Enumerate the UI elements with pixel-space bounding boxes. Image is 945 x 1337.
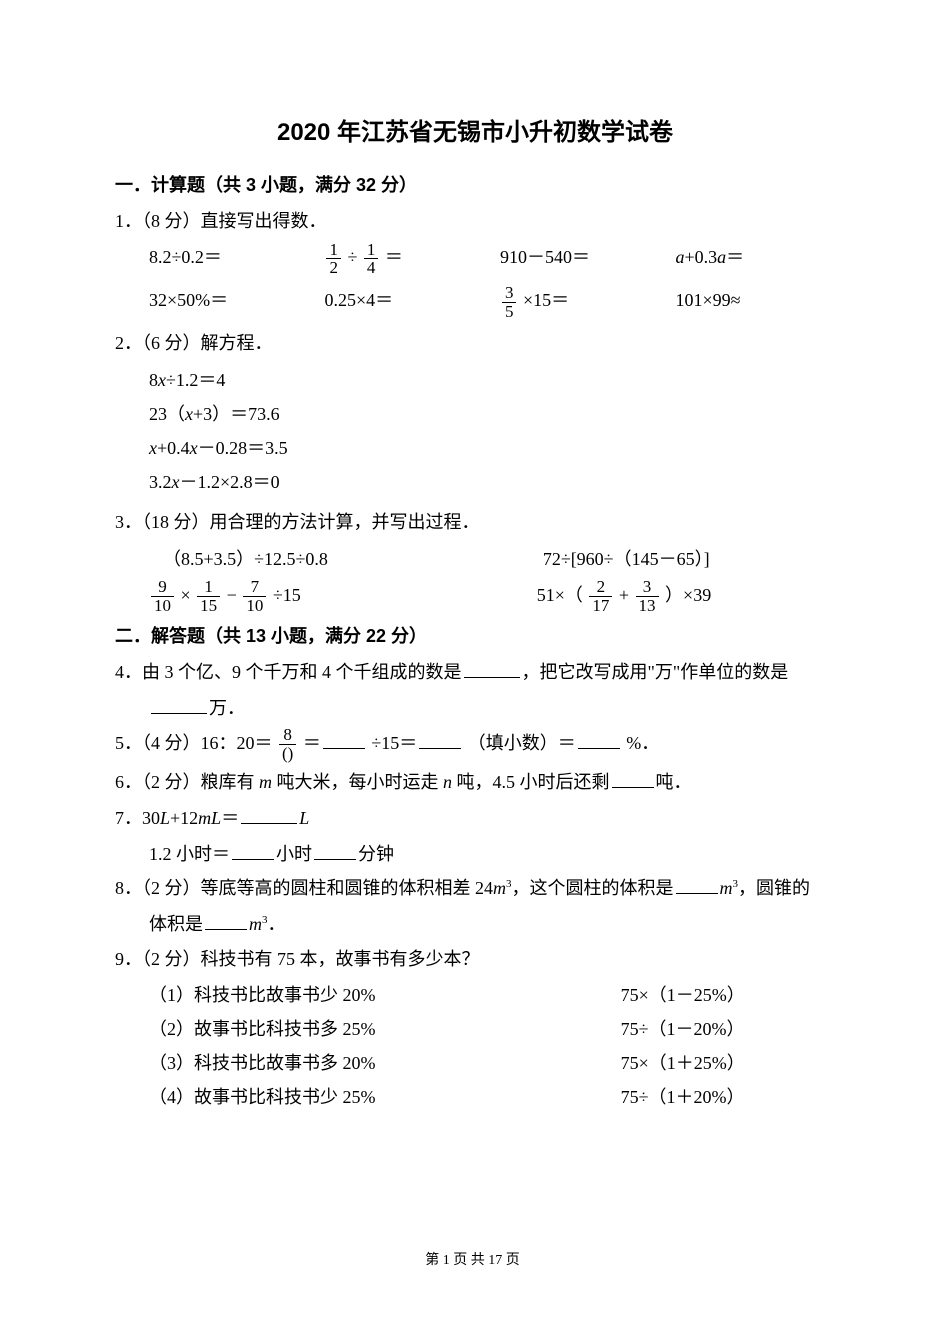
- q3-row-2: 910 × 115 − 710 ÷15 51×（ 217 + 313 ）×39: [115, 578, 835, 615]
- fill-blank[interactable]: [151, 697, 207, 714]
- fill-blank[interactable]: [205, 913, 247, 930]
- q9-opt-4-left: （4）故事书比科技书少 25%: [149, 1080, 621, 1114]
- q3-r2-c2: 51×（ 217 + 313 ）×39: [537, 578, 835, 615]
- q9-opt-2-left: （2）故事书比科技书多 25%: [149, 1012, 621, 1046]
- section-2-heading: 二．解答题（共 13 小题，满分 22 分）: [115, 619, 835, 653]
- q1-row-2: 32×50%＝ 0.25×4＝ 3 5 ×15＝ 101×99≈: [115, 283, 835, 320]
- q8-line-2: 体积是m3．: [115, 907, 835, 941]
- fraction: 115: [197, 578, 220, 615]
- fraction: 3 5: [502, 284, 517, 321]
- q9-opt-1-right: 75×（1－25%）: [621, 978, 835, 1012]
- q3-r1-c1: （8.5+3.5）÷12.5÷0.8: [163, 542, 543, 576]
- fill-blank[interactable]: [241, 807, 297, 824]
- q1-r1-c2: 1 2 ÷ 1 4 ＝: [324, 240, 499, 277]
- q9-opt-1-left: （1）科技书比故事书少 20%: [149, 978, 621, 1012]
- q9-opt-2-right: 75÷（1－20%）: [621, 1012, 835, 1046]
- q2-line-2: 23（x+3）＝73.6: [115, 397, 835, 431]
- q4-line-1: 4．由 3 个亿、9 个千万和 4 个千组成的数是，把它改写成用"万"作单位的数…: [115, 655, 835, 689]
- q3-row-1: （8.5+3.5）÷12.5÷0.8 72÷[960÷（145－65）]: [115, 542, 835, 576]
- fill-blank[interactable]: [464, 661, 520, 678]
- q8-line-1: 8．（2 分）等底等高的圆柱和圆锥的体积相差 24m3，这个圆柱的体积是m3，圆…: [115, 871, 835, 905]
- section-1-heading: 一．计算题（共 3 小题，满分 32 分）: [115, 168, 835, 202]
- page-footer: 第 1 页 共 17 页: [0, 1248, 945, 1275]
- fill-blank[interactable]: [676, 877, 718, 894]
- q1-row-1: 8.2÷0.2＝ 1 2 ÷ 1 4 ＝ 910－540＝ a+0.3a＝: [115, 240, 835, 277]
- q1-r1-c1: 8.2÷0.2＝: [149, 240, 324, 277]
- fraction: 910: [151, 578, 174, 615]
- q9-opt-3-left: （3）科技书比故事书多 20%: [149, 1046, 621, 1080]
- q1-r2-c2: 0.25×4＝: [324, 283, 499, 320]
- page: 2020 年江苏省无锡市小升初数学试卷 一．计算题（共 3 小题，满分 32 分…: [0, 0, 945, 1337]
- fill-blank[interactable]: [419, 731, 461, 748]
- q2-line-3: x+0.4x－0.28＝3.5: [115, 431, 835, 465]
- q2-line-4: 3.2x－1.2×2.8＝0: [115, 465, 835, 499]
- q1-r1-c3: 910－540＝: [500, 240, 675, 277]
- q3-r1-c2: 72÷[960÷（145－65）]: [543, 542, 835, 576]
- q1-r2-c3: 3 5 ×15＝: [500, 283, 675, 320]
- q1-stem: 1．（8 分）直接写出得数．: [115, 204, 835, 238]
- q3-stem: 3．（18 分）用合理的方法计算，并写出过程．: [115, 505, 835, 539]
- fraction: 8(): [279, 726, 296, 763]
- fill-blank[interactable]: [323, 731, 365, 748]
- q5: 5．（4 分）16：20＝ 8() ＝ ÷15＝ （填小数）＝ %．: [115, 726, 835, 763]
- fill-blank[interactable]: [232, 843, 274, 860]
- q9-opt-4-right: 75÷（1＋20%）: [621, 1080, 835, 1114]
- q7-line-2: 1.2 小时＝小时分钟: [115, 837, 835, 871]
- q6: 6．（2 分）粮库有 m 吨大米，每小时运走 n 吨，4.5 小时后还剩吨．: [115, 765, 835, 799]
- fraction: 217: [589, 578, 612, 615]
- q9-opt-3: （3）科技书比故事书多 20% 75×（1＋25%）: [115, 1046, 835, 1080]
- q2-line-1: 8x÷1.2＝4: [115, 363, 835, 397]
- q1-r2-c4: 101×99≈: [675, 283, 835, 320]
- fraction: 1 2: [326, 241, 341, 278]
- fraction: 313: [636, 578, 659, 615]
- q1-r2-c1: 32×50%＝: [149, 283, 324, 320]
- q9-opt-1: （1）科技书比故事书少 20% 75×（1－25%）: [115, 978, 835, 1012]
- fraction: 710: [243, 578, 266, 615]
- q4-line-2: 万．: [115, 691, 835, 725]
- fraction: 1 4: [364, 241, 379, 278]
- q9-opt-4: （4）故事书比科技书少 25% 75÷（1＋20%）: [115, 1080, 835, 1114]
- fill-blank[interactable]: [314, 843, 356, 860]
- q3-r2-c1: 910 × 115 − 710 ÷15: [149, 578, 537, 615]
- q9-opt-3-right: 75×（1＋25%）: [621, 1046, 835, 1080]
- q7-line-1: 7．30L+12mL＝L: [115, 801, 835, 835]
- fill-blank[interactable]: [578, 731, 620, 748]
- q9-opt-2: （2）故事书比科技书多 25% 75÷（1－20%）: [115, 1012, 835, 1046]
- q9-stem: 9．（2 分）科技书有 75 本，故事书有多少本？: [115, 942, 835, 976]
- document-title: 2020 年江苏省无锡市小升初数学试卷: [115, 110, 835, 156]
- q2-stem: 2．（6 分）解方程．: [115, 326, 835, 360]
- fill-blank[interactable]: [612, 771, 654, 788]
- q1-r1-c4: a+0.3a＝: [675, 240, 835, 277]
